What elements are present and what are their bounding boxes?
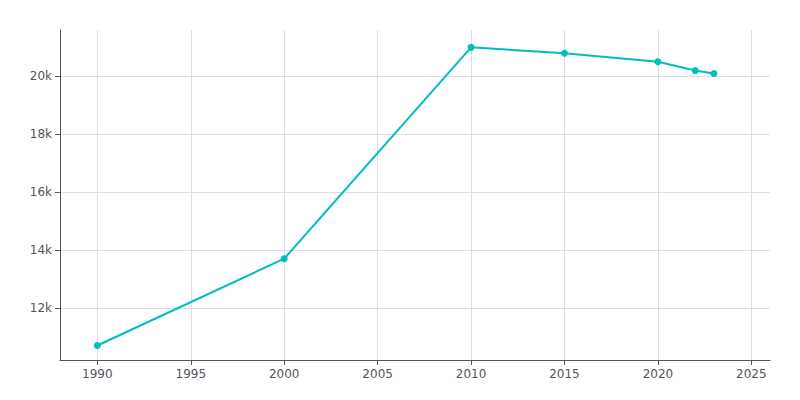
svg-text:2015: 2015 bbox=[549, 367, 580, 381]
svg-text:2020: 2020 bbox=[643, 367, 674, 381]
svg-text:1990: 1990 bbox=[82, 367, 113, 381]
svg-text:16k: 16k bbox=[30, 185, 52, 199]
svg-text:20k: 20k bbox=[30, 69, 52, 83]
svg-text:2000: 2000 bbox=[269, 367, 300, 381]
svg-text:14k: 14k bbox=[30, 243, 52, 257]
svg-text:2025: 2025 bbox=[736, 367, 767, 381]
svg-text:2010: 2010 bbox=[456, 367, 487, 381]
svg-text:18k: 18k bbox=[30, 127, 52, 141]
svg-text:1995: 1995 bbox=[176, 367, 207, 381]
svg-text:12k: 12k bbox=[30, 301, 52, 315]
svg-text:2005: 2005 bbox=[362, 367, 393, 381]
